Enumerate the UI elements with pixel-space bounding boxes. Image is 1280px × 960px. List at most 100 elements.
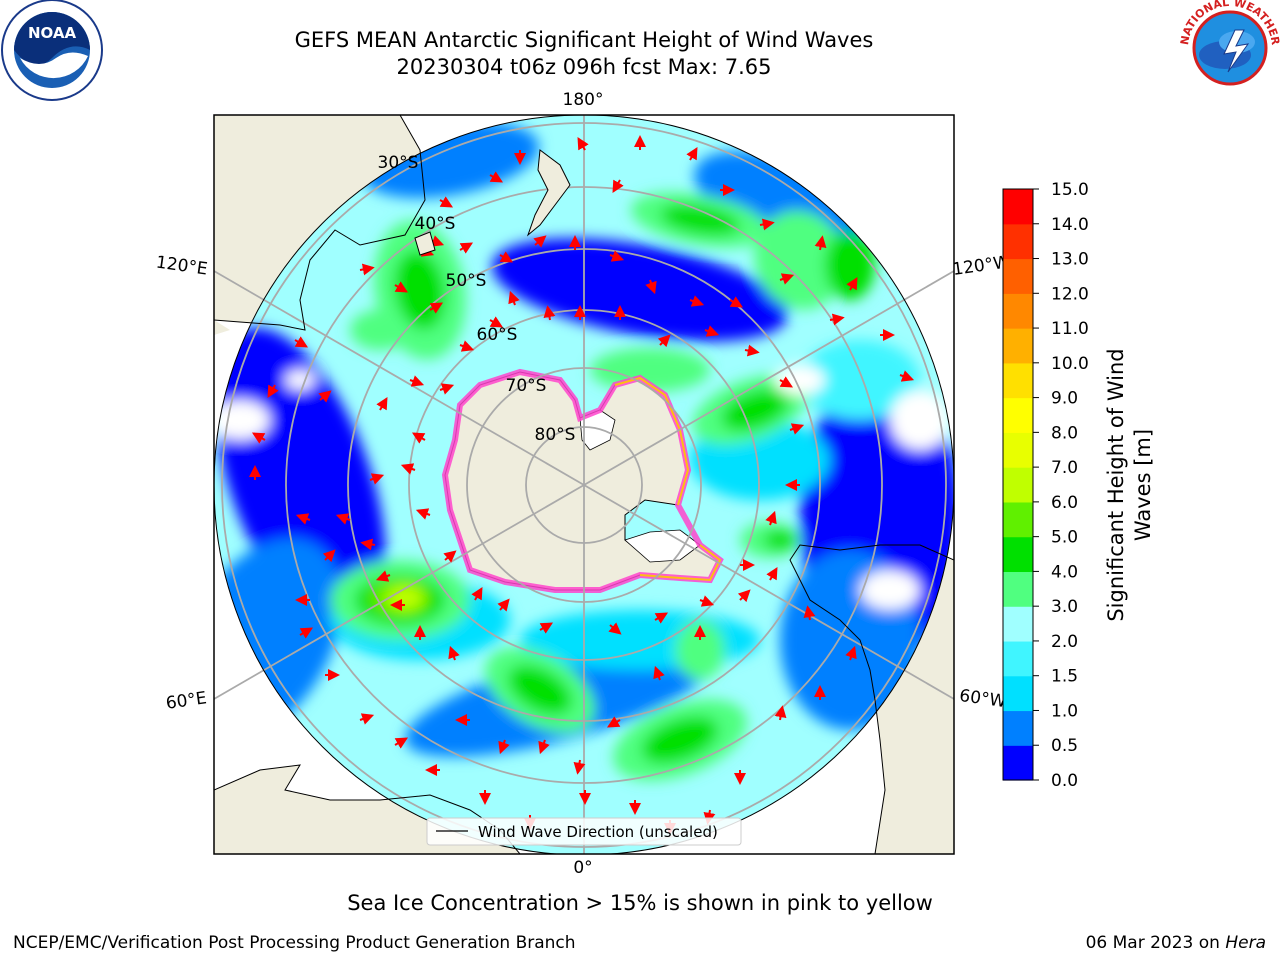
- wave-direction-arrow: [765, 510, 777, 526]
- colorbar-tick-label: 3.0: [1051, 597, 1078, 617]
- colorbar-tick-label: 10.0: [1051, 354, 1089, 374]
- wave-direction-arrow: [729, 296, 744, 308]
- figure-subtitle: 20230304 t06z 096h fcst Max: 7.65: [396, 55, 772, 79]
- colorbar-cell: [1003, 640, 1033, 677]
- colorbar-tick-label: 5.0: [1051, 528, 1078, 548]
- wave-direction-arrow: [538, 739, 550, 755]
- colorbar-cell: [1003, 432, 1033, 468]
- colorbar-tick-label: 9.0: [1051, 389, 1078, 409]
- meridian-120w: [583, 270, 954, 486]
- colorbar-cell: [1003, 501, 1033, 538]
- colorbar-tick-label: 1.5: [1051, 667, 1078, 687]
- legend-label: Wind Wave Direction (unscaled): [478, 823, 718, 841]
- colorbar-tick-label: 12.0: [1051, 284, 1089, 304]
- wave-direction-arrow: [845, 645, 857, 661]
- meridian-60e: [214, 484, 585, 700]
- colorbar-cell: [1003, 675, 1033, 712]
- noaa-logo: NOAA: [1, 0, 103, 101]
- wave-direction-arrow: [294, 336, 309, 348]
- wave-direction-arrow: [657, 334, 671, 348]
- colorbar-tick-label: 0.5: [1051, 736, 1078, 756]
- colorbar-tick-label: 4.0: [1051, 562, 1078, 582]
- wave-direction-arrow: [766, 566, 778, 581]
- colorbar-cell: [1003, 606, 1033, 642]
- wave-direction-arrow: [829, 313, 845, 326]
- new-zealand-land: [526, 149, 571, 237]
- lat-label-30s: 30°S: [378, 153, 419, 173]
- lat-label-60s: 60°S: [477, 325, 518, 345]
- wave-direction-arrow: [376, 396, 388, 411]
- colorbar-tick-label: 1.0: [1051, 701, 1078, 721]
- wave-height-region: [660, 204, 740, 236]
- no-data-patch: [775, 365, 825, 395]
- wave-direction-arrow: [489, 171, 504, 183]
- colorbar-title-line1: Significant Height of Wind: [1104, 348, 1128, 621]
- footer-date: 06 Mar 2023 on Hera: [1086, 933, 1266, 953]
- footer-date-text: 06 Mar 2023 on: [1085, 933, 1220, 953]
- wave-direction-arrow: [299, 627, 314, 639]
- wave-height-region: [508, 665, 572, 715]
- wave-direction-arrow: [400, 463, 416, 475]
- colorbar-cell: [1003, 362, 1033, 399]
- wave-direction-arrow: [533, 235, 547, 248]
- figure-title: GEFS MEAN Antarctic Significant Height o…: [294, 28, 874, 52]
- wave-direction-arrow: [459, 242, 474, 254]
- colorbar-cell: [1003, 328, 1033, 364]
- wave-direction-arrow: [295, 513, 311, 525]
- wave-direction-arrow: [322, 549, 336, 563]
- colorbar-cell: [1003, 189, 1033, 225]
- colorbar-cell: [1003, 397, 1033, 433]
- australia-land: [214, 115, 425, 330]
- wave-direction-arrow: [448, 645, 460, 661]
- wave-direction-arrow: [375, 570, 391, 582]
- wave-direction-arrow: [846, 276, 858, 291]
- wave-direction-arrow: [744, 344, 760, 357]
- wave-direction-arrow: [359, 263, 375, 276]
- lon-label-0: 0°: [573, 858, 592, 878]
- colorbar-tick-label: 6.0: [1051, 493, 1078, 513]
- wave-direction-arrow: [439, 383, 455, 395]
- no-data-patch: [214, 400, 270, 440]
- wave-direction-arrow: [394, 737, 409, 749]
- wave-direction-arrow: [779, 273, 795, 285]
- wind-wave-arrows: [249, 135, 915, 835]
- lon-label-180: 180°: [563, 90, 604, 110]
- colorbar-tick-label: 14.0: [1051, 215, 1089, 235]
- lat-label-50s: 50°S: [446, 271, 487, 291]
- antarctic-peninsula-tip: [214, 320, 230, 335]
- wave-direction-arrow: [394, 281, 409, 293]
- wave-direction-arrow: [774, 705, 787, 721]
- colorbar-cell: [1003, 571, 1033, 607]
- wave-direction-arrow: [654, 612, 669, 624]
- wave-direction-arrow: [369, 473, 385, 485]
- wave-direction-arrow: [779, 376, 794, 388]
- colorbar-cell: [1003, 710, 1033, 746]
- colorbar-tick-label: 2.0: [1051, 632, 1078, 652]
- wave-direction-arrow: [899, 370, 915, 382]
- south-america-coast: [789, 544, 954, 854]
- wave-direction-arrow: [606, 716, 621, 728]
- colorbar-cell: [1003, 536, 1033, 573]
- lat-label-80s: 80°S: [535, 425, 576, 445]
- noaa-logo-text: NOAA: [28, 24, 77, 42]
- wave-direction-arrow: [443, 550, 457, 563]
- coastlines: [214, 115, 954, 854]
- meridian-120e: [214, 270, 585, 486]
- colorbar-tick-label: 15.0: [1051, 180, 1089, 200]
- wave-direction-arrow: [577, 136, 589, 151]
- wave-direction-arrow: [653, 665, 665, 681]
- colorbar-border: [1002, 188, 1034, 781]
- no-data-patch: [860, 570, 920, 610]
- wave-direction-arrow: [471, 586, 483, 601]
- wave-direction-arrow: [737, 589, 751, 603]
- wave-direction-arrow: [335, 513, 351, 525]
- map-legend: Wind Wave Direction (unscaled): [426, 817, 742, 846]
- sea-ice-caption: Sea Ice Concentration > 15% is shown in …: [347, 891, 933, 915]
- wave-direction-arrow: [704, 325, 720, 337]
- wave-direction-arrow: [803, 605, 816, 621]
- wave-height-region: [825, 230, 875, 300]
- wave-direction-arrow: [608, 622, 622, 635]
- wave-direction-arrow: [415, 508, 431, 520]
